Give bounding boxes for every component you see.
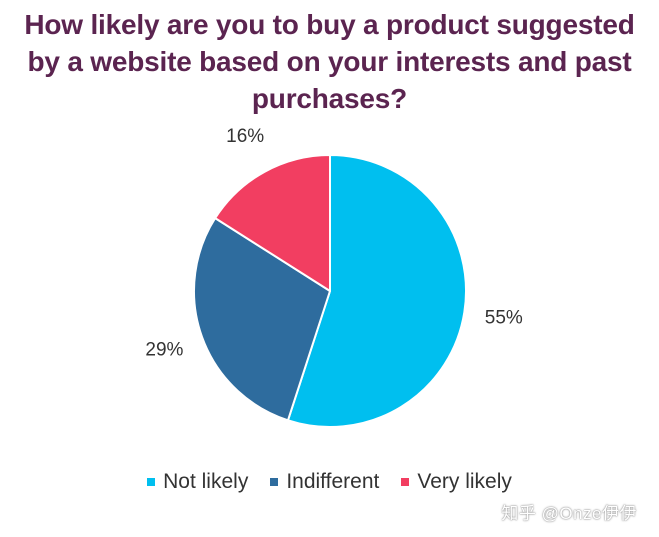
watermark: 知乎 @Onze伊伊 bbox=[501, 504, 637, 523]
pie-value-label-not-likely: 55% bbox=[485, 308, 523, 329]
chart-title-line-2: by a website based on your interests and… bbox=[27, 46, 632, 77]
legend-label-indifferent: Indifferent bbox=[286, 470, 380, 493]
pie-slices bbox=[193, 154, 467, 428]
legend-label-not-likely: Not likely bbox=[163, 470, 249, 493]
pie-slice-not-likely bbox=[286, 154, 467, 428]
chart-title-line-1: How likely are you to buy a product sugg… bbox=[24, 9, 635, 40]
legend-swatch-indifferent bbox=[270, 478, 279, 486]
pie-slice-very-likely bbox=[214, 154, 331, 292]
pie-slice-indifferent bbox=[193, 217, 331, 422]
legend-item-very-likely: Very likely bbox=[401, 470, 512, 494]
pie-value-label-indifferent: 29% bbox=[145, 340, 183, 361]
pie-value-label-very-likely: 16% bbox=[226, 126, 264, 147]
legend-swatch-not-likely bbox=[147, 478, 156, 486]
chart-title: How likely are you to buy a product sugg… bbox=[10, 6, 649, 117]
legend-item-not-likely: Not likely bbox=[147, 470, 248, 494]
legend-label-very-likely: Very likely bbox=[417, 470, 512, 493]
chart-title-line-3: purchases? bbox=[251, 83, 408, 114]
pie-value-labels: 55% 29% 16% bbox=[145, 126, 523, 361]
legend-item-indifferent: Indifferent bbox=[270, 470, 379, 494]
legend: Not likely Indifferent Very likely bbox=[0, 470, 659, 494]
legend-swatch-very-likely bbox=[401, 478, 410, 486]
